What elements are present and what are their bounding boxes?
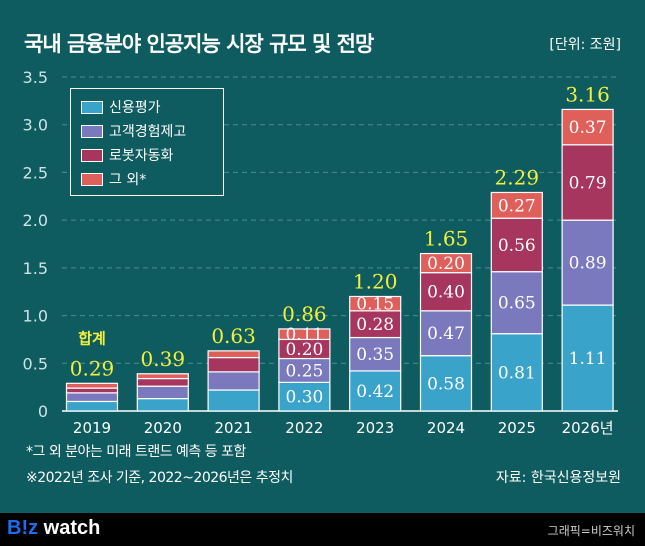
bar-segment xyxy=(136,377,189,387)
total-label: 3.16 xyxy=(565,82,610,106)
bar-segment xyxy=(419,355,473,412)
bar-segment xyxy=(490,333,543,412)
data-label: 0.58 xyxy=(427,374,465,394)
bar-segment xyxy=(561,219,614,306)
footer: B!z watch 그래픽=비즈워치 xyxy=(0,513,645,546)
total-label: 1.20 xyxy=(353,269,398,293)
data-label: 0.37 xyxy=(569,118,607,138)
data-label: 0.20 xyxy=(285,340,323,360)
bar-segment xyxy=(278,381,331,412)
bar-segment xyxy=(419,272,473,312)
total-caption: 합계 xyxy=(78,329,106,347)
total-label: 1.65 xyxy=(424,227,469,251)
total-label: 0.63 xyxy=(211,324,256,348)
legend-label: 로봇자동화 xyxy=(109,148,174,164)
data-label: 0.25 xyxy=(285,361,323,381)
legend-label: 신용평가 xyxy=(109,100,161,116)
data-label: 0.30 xyxy=(285,388,323,408)
legend-swatch xyxy=(81,100,103,114)
bar-segment xyxy=(561,144,614,221)
data-label: 0.20 xyxy=(427,254,465,274)
bar-segment xyxy=(136,397,189,412)
data-label: 0.65 xyxy=(498,294,536,314)
bar-segment xyxy=(136,373,189,380)
legend-swatch xyxy=(81,124,103,138)
legend-item: 신용평가 xyxy=(81,97,161,117)
data-label: 0.81 xyxy=(498,363,536,383)
data-label: 0.47 xyxy=(427,324,465,344)
legend-label: 그 외* xyxy=(109,172,147,188)
data-label: 0.56 xyxy=(498,236,536,256)
legend-item: 로봇자동화 xyxy=(81,145,173,165)
bar-segment xyxy=(561,108,614,146)
bar-segment xyxy=(349,295,402,312)
data-label: 1.11 xyxy=(569,349,607,369)
bar-segment xyxy=(65,400,119,412)
unit-label: [단위: 조원] xyxy=(549,37,621,53)
legend-item: 그 외* xyxy=(81,169,146,189)
chart-title: 국내 금융분야 인공지능 시장 규모 및 전망 xyxy=(24,32,374,56)
y-tick-label: 1.5 xyxy=(23,259,48,278)
bizwatch-logo: B!z watch xyxy=(7,517,101,539)
data-label: 0.27 xyxy=(498,196,536,216)
y-tick-label: 2.0 xyxy=(23,211,48,230)
bar-segment xyxy=(561,304,614,412)
total-label: 0.86 xyxy=(282,302,327,326)
bar-segment xyxy=(349,370,402,412)
data-label: 0.28 xyxy=(356,315,394,335)
x-tick-label: 2024 xyxy=(427,419,465,437)
x-tick-label: 2019 xyxy=(73,419,111,437)
y-tick-label: 1.0 xyxy=(23,307,48,326)
source: 자료: 한국신용정보원 xyxy=(495,470,621,486)
bar-segment xyxy=(65,382,119,389)
x-tick-label: 2023 xyxy=(356,419,394,437)
footnote-1: *그 외 분야는 미래 트랜드 예측 등 포함 xyxy=(26,444,246,460)
data-label: 0.42 xyxy=(356,382,394,402)
data-label: 0.11 xyxy=(285,325,323,345)
x-tick-label: 2021 xyxy=(215,419,253,437)
x-tick-label: 2020 xyxy=(144,419,182,437)
bar-segment xyxy=(419,252,473,274)
bar-segment xyxy=(278,328,331,341)
y-tick-label: 3.0 xyxy=(23,116,48,135)
bar-segment xyxy=(207,356,260,373)
footnote-2: ※2022년 조사 기준, 2022~2026년은 추정치 xyxy=(26,470,293,486)
legend-label: 고객경험제고 xyxy=(109,124,187,140)
data-label: 0.79 xyxy=(569,173,607,193)
bar-segment xyxy=(490,217,543,273)
x-tick-label: 2025 xyxy=(498,419,536,437)
legend-swatch xyxy=(81,148,103,162)
graphic-credit: 그래픽=비즈워치 xyxy=(547,524,635,538)
bar-segment xyxy=(136,385,189,400)
y-tick-label: 0 xyxy=(38,402,48,421)
y-tick-label: 0.5 xyxy=(23,354,48,373)
total-label: 2.29 xyxy=(495,165,540,189)
x-tick-label: 2026년 xyxy=(562,419,614,437)
bar-segment xyxy=(207,350,260,359)
bar-segment xyxy=(419,310,473,357)
bar-segment xyxy=(490,191,543,219)
legend-swatch xyxy=(81,172,103,186)
total-label: 0.39 xyxy=(141,347,186,371)
legend-item: 고객경험제고 xyxy=(81,121,186,141)
y-tick-label: 3.5 xyxy=(23,68,48,87)
bar-segment xyxy=(65,387,119,394)
x-tick-label: 2022 xyxy=(285,419,323,437)
data-label: 0.15 xyxy=(356,295,394,315)
bar-segment xyxy=(207,389,260,412)
data-label: 0.89 xyxy=(569,254,607,274)
total-label: 0.29 xyxy=(70,356,115,380)
bar-segment xyxy=(65,392,119,403)
bar-segment xyxy=(207,371,260,391)
data-label: 0.35 xyxy=(356,345,394,365)
y-tick-label: 2.5 xyxy=(23,163,48,182)
bar-segment xyxy=(349,336,402,372)
data-label: 0.40 xyxy=(427,283,465,303)
